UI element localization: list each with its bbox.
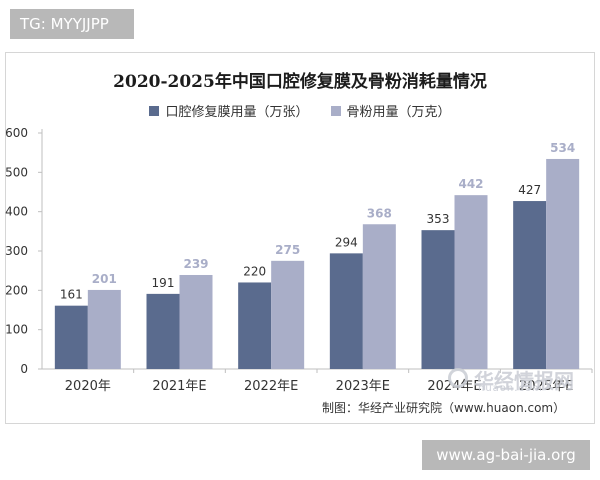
data-label-series2: 368 xyxy=(367,206,392,220)
data-label-series1: 294 xyxy=(335,235,358,249)
legend-label-series1: 口腔修复膜用量（万张） xyxy=(165,105,309,120)
y-tick-label: 200 xyxy=(5,283,28,297)
bar-series1 xyxy=(54,305,88,369)
data-label-series1: 353 xyxy=(427,212,450,226)
bar-series1 xyxy=(513,201,547,369)
legend-swatch-series2 xyxy=(330,105,341,116)
y-tick-label: 400 xyxy=(5,205,28,219)
data-label-series1: 161 xyxy=(60,288,83,302)
data-label-series2: 201 xyxy=(92,272,117,286)
x-tick-label: 2022年E xyxy=(244,379,298,394)
y-tick-label: 300 xyxy=(5,244,28,258)
legend-item-series2: 骨粉用量（万克） xyxy=(330,101,451,120)
data-label-series1: 427 xyxy=(518,183,541,197)
bar-series1 xyxy=(421,230,455,369)
data-label-series1: 220 xyxy=(243,264,266,278)
legend-swatch-series1 xyxy=(149,105,160,116)
y-tick-label: 100 xyxy=(5,323,28,337)
y-tick-label: 600 xyxy=(5,126,28,140)
x-tick-label: 2025年E xyxy=(519,379,573,394)
bar-series2 xyxy=(271,260,305,369)
data-label-series1: 191 xyxy=(152,276,175,290)
source-note: 制图：华经产业研究院（www.huaon.com） xyxy=(322,401,566,415)
data-label-series2: 275 xyxy=(275,243,300,257)
bar-series2 xyxy=(179,274,213,369)
bar-series1 xyxy=(329,253,363,369)
data-label-series2: 534 xyxy=(550,141,575,155)
legend-item-series1: 口腔修复膜用量（万张） xyxy=(149,101,309,120)
tag-label: TG: MYYJJPP xyxy=(10,9,134,39)
site-badge: www.ag-bai-jia.org xyxy=(422,440,590,470)
chart-title: 2020-2025年中国口腔修复膜及骨粉消耗量情况 xyxy=(113,72,487,92)
bar-series1 xyxy=(146,293,180,369)
legend-label-series2: 骨粉用量（万克） xyxy=(346,105,451,120)
x-tick-label: 2023年E xyxy=(336,379,390,394)
data-label-series2: 239 xyxy=(183,257,208,271)
bar-series2 xyxy=(454,195,488,369)
bar-series1 xyxy=(238,282,272,369)
y-tick-label: 0 xyxy=(20,362,28,376)
y-tick-label: 500 xyxy=(5,165,28,179)
x-tick-label: 2024年E xyxy=(427,379,481,394)
x-tick-label: 2020年 xyxy=(65,379,111,394)
bar-series2 xyxy=(362,224,396,369)
chart-legend: 口腔修复膜用量（万张） 骨粉用量（万克） xyxy=(6,101,594,120)
x-tick-label: 2021年E xyxy=(152,379,206,394)
data-label-series2: 442 xyxy=(458,177,483,191)
bar-series2 xyxy=(546,158,580,369)
bar-series2 xyxy=(87,289,121,369)
